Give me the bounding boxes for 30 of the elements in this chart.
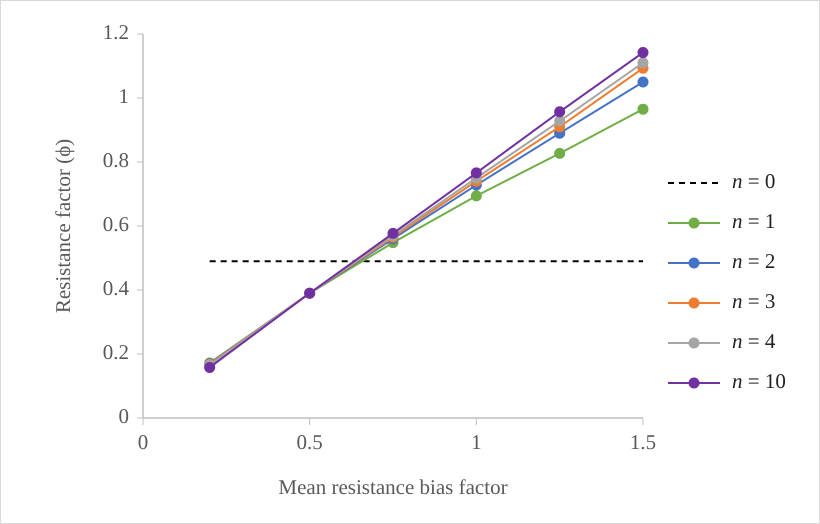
legend-label: n = 0 [732,168,776,193]
y-tick-label: 0.8 [102,148,129,172]
legend-label: n = 10 [732,368,786,393]
point [470,190,482,202]
x-tick-label: 1.5 [630,430,656,454]
point [388,228,398,239]
y-tick-label: 0.6 [102,212,129,236]
y-tick-label: 0 [118,404,129,428]
x-axis-title: Mean resistance bias factor [278,475,508,499]
legend-label: n = 3 [732,288,776,313]
point [638,57,648,68]
point [204,362,216,373]
y-tick-label: 0.2 [102,340,129,364]
legend-label: n = 4 [732,328,776,353]
point [470,167,482,178]
x-tick-label: 1 [471,430,482,454]
point [554,116,566,127]
y-tick-label: 1 [118,84,129,108]
y-tick-label: 0.4 [102,276,130,300]
point [554,148,566,159]
y-tick-label: 1.2 [102,20,129,44]
point [638,47,648,58]
point [638,76,648,88]
point [554,106,566,118]
x-tick-label: 0 [138,430,148,454]
legend-label: n = 2 [732,248,776,273]
y-axis-title: Resistance factor (ϕ) [51,138,75,314]
point [638,104,648,115]
x-tick-label: 0.5 [296,430,323,454]
legend-label: n = 1 [732,208,776,233]
